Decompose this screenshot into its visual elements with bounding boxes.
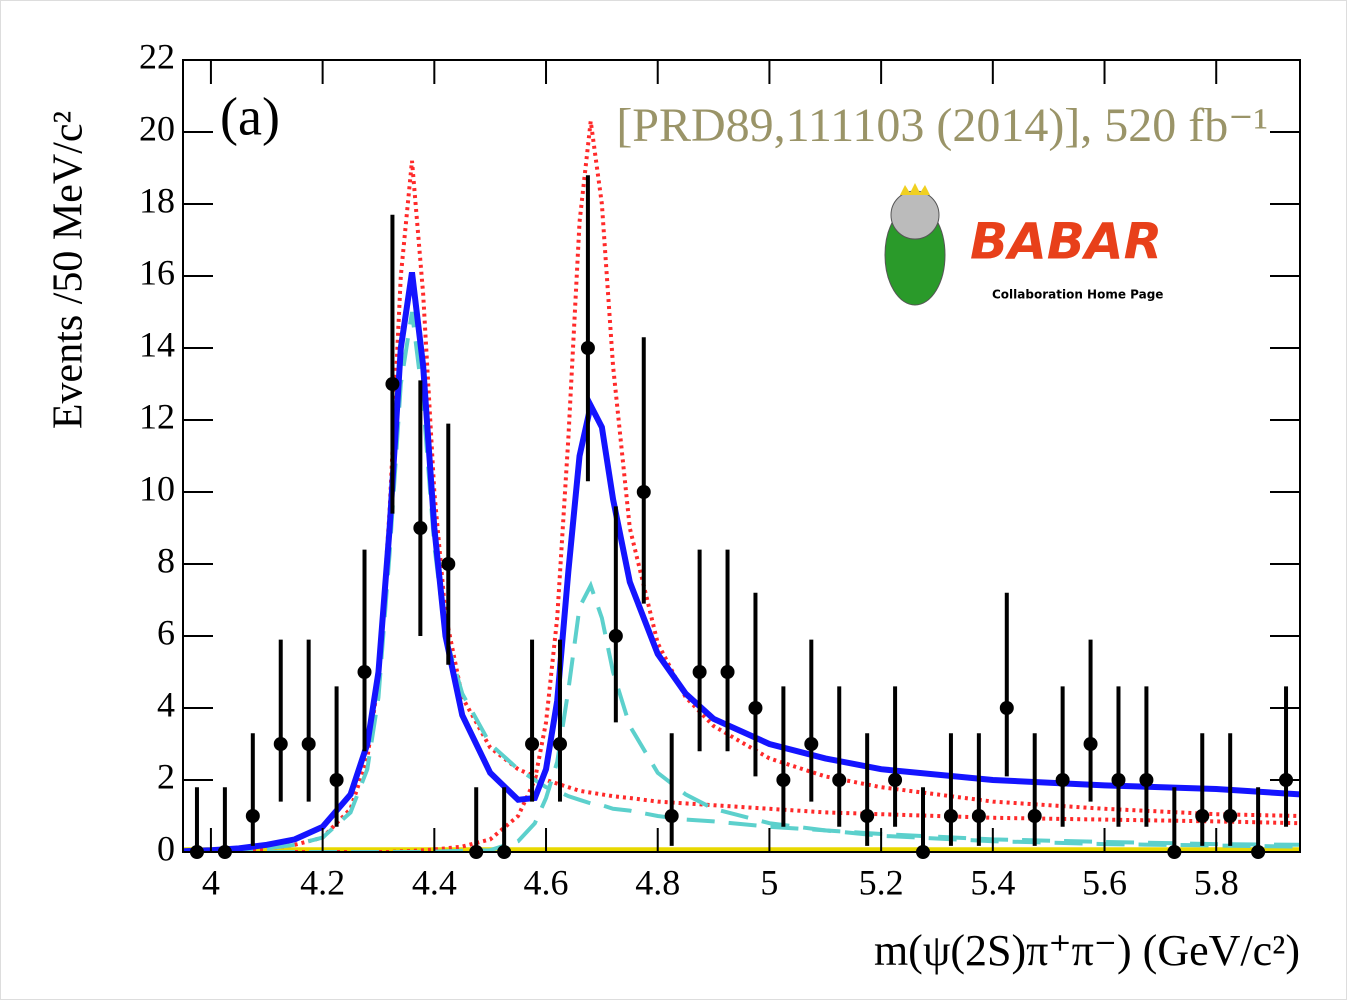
data-point [245, 809, 260, 823]
data-point [1055, 773, 1070, 787]
data-point [329, 773, 344, 787]
data-point [497, 845, 512, 859]
x-tick-label: 4 [202, 862, 220, 902]
y-tick-label: 22 [139, 36, 175, 76]
y-tick-label: 10 [139, 468, 175, 508]
data-point [1111, 773, 1126, 787]
data-point [469, 845, 484, 859]
data-point [692, 665, 707, 679]
y-tick-label: 6 [157, 612, 175, 652]
data-point [636, 485, 651, 499]
y-tick-label: 18 [139, 180, 175, 220]
data-point [608, 629, 623, 643]
data-point [999, 701, 1014, 715]
x-axis-label: m(ψ(2S)π⁺π⁻) (GeV/c²) [874, 926, 1300, 975]
logo: BABAR Collaboration Home Page [884, 183, 1163, 306]
y-tick-label: 16 [139, 252, 175, 292]
frame [182, 59, 1301, 853]
x-tick-label: 5.4 [970, 862, 1015, 902]
y-tick-label: 8 [157, 540, 175, 580]
data-point [664, 809, 679, 823]
fit-curve [183, 580, 1300, 852]
data-point [832, 773, 847, 787]
data-point [189, 845, 204, 859]
y-tick-label: 2 [157, 756, 175, 796]
y-tick-label: 12 [139, 396, 175, 436]
data-point [1251, 845, 1266, 859]
reference: [PRD89,111103 (2014)], 520 fb⁻¹ [616, 99, 1268, 152]
data-point [217, 845, 232, 859]
data-point [943, 809, 958, 823]
data-point [1139, 773, 1154, 787]
data-point [804, 737, 819, 751]
data-point [1027, 809, 1042, 823]
x-tick-label: 5 [760, 862, 778, 902]
data-point [971, 809, 986, 823]
data-point [1083, 737, 1098, 751]
axes: 4 4.2 4.4 4.6 4.8 5 5.2 5.4 5.6 5.8 0 2 4 6 8 10 12 14 16 1… [139, 36, 1301, 902]
data-point [1223, 809, 1238, 823]
logo-mascot-head [890, 190, 940, 240]
data-point [301, 737, 316, 751]
x-tick-label: 5.2 [859, 862, 904, 902]
panel-label: (a) [220, 86, 280, 146]
data-point [888, 773, 903, 787]
logo-subtitle: Collaboration Home Page [992, 288, 1163, 302]
data-point [1195, 809, 1210, 823]
x-tick-label: 5.6 [1082, 862, 1127, 902]
y-tick-label: 0 [157, 828, 175, 868]
x-tick-label: 4.4 [412, 862, 457, 902]
x-tick-label: 4.6 [524, 862, 569, 902]
data-point [1167, 845, 1182, 859]
x-tick-label: 4.2 [300, 862, 345, 902]
logo-crown [900, 183, 930, 195]
fit-curve [183, 311, 1300, 852]
data-point [720, 665, 735, 679]
data-point [441, 557, 456, 571]
data-point [580, 341, 595, 355]
data-point [357, 665, 372, 679]
data-point [413, 521, 428, 535]
y-tick-label: 20 [139, 108, 175, 148]
data-point [1279, 773, 1294, 787]
y-axis-label: Events /50 MeV/c² [46, 111, 92, 429]
data-point [860, 809, 875, 823]
y-tick-label: 4 [157, 684, 175, 724]
data-point [776, 773, 791, 787]
data-point [273, 737, 288, 751]
x-tick-label: 4.8 [635, 862, 680, 902]
fit-curve [183, 120, 1300, 852]
data-point [525, 737, 540, 751]
x-tick-label: 5.8 [1194, 862, 1239, 902]
fit-curve [183, 271, 1300, 852]
y-tick-label: 14 [139, 324, 175, 364]
data-point [385, 377, 400, 391]
data-point [748, 701, 763, 715]
data-point [916, 845, 931, 859]
logo-name: BABAR [970, 213, 1162, 271]
data-point [552, 737, 567, 751]
